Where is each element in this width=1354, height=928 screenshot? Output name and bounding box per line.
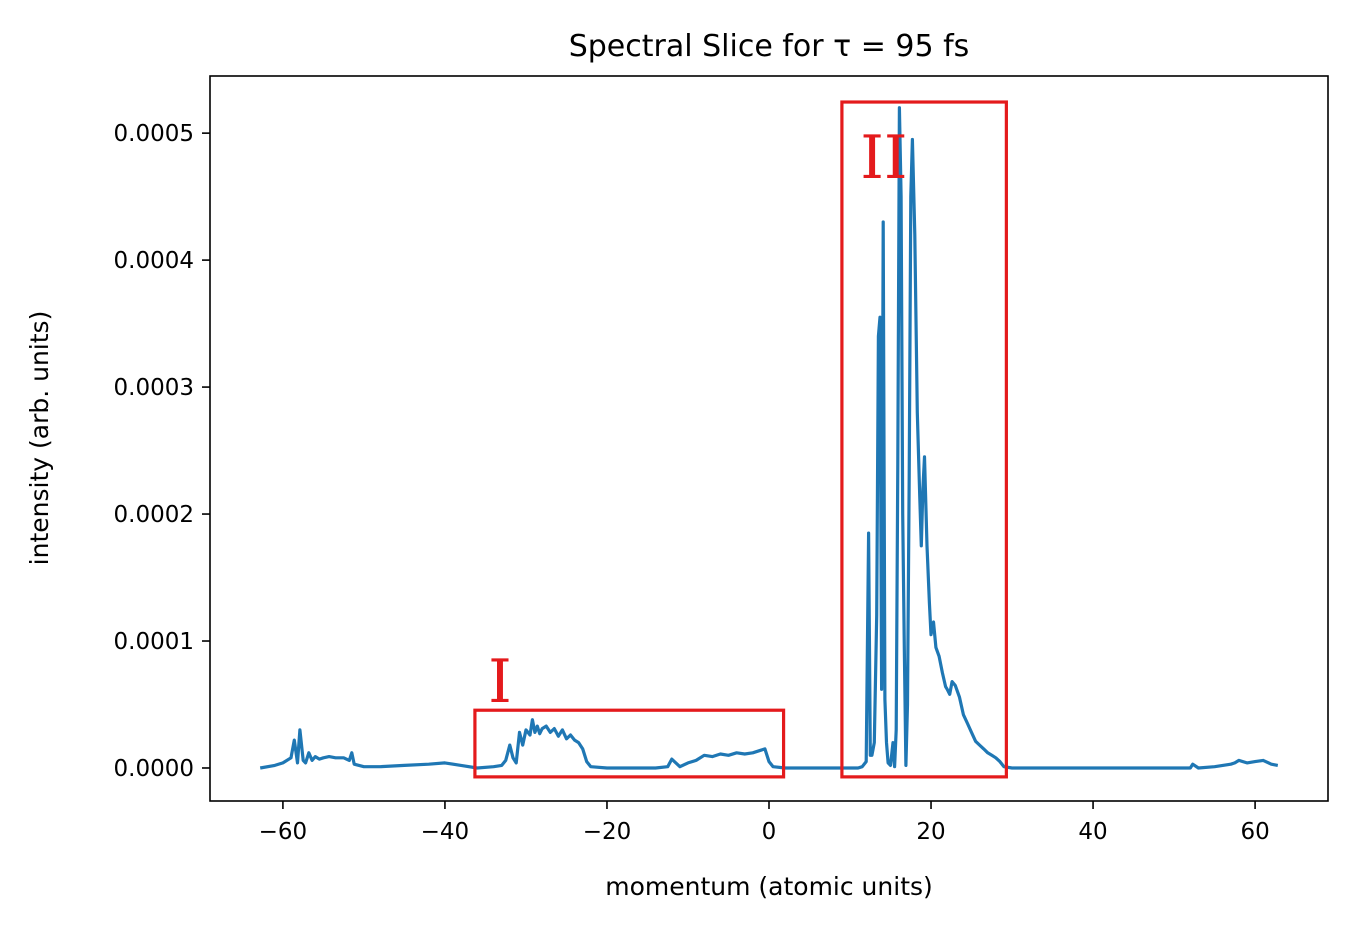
plot-area [259, 106, 1279, 770]
region-label-1: I [488, 647, 512, 717]
annotations: III [473, 100, 1008, 779]
region-label-2: II [860, 123, 907, 193]
y-tick-label: 0.0005 [114, 121, 194, 147]
x-tick-label: 0 [762, 819, 777, 845]
y-tick-label: 0.0003 [114, 375, 194, 401]
y-tick-label: 0.0004 [114, 248, 194, 274]
y-tick-label: 0.0000 [114, 756, 194, 782]
x-tick-label: −60 [259, 819, 308, 845]
chart-title: Spectral Slice for τ = 95 fs [569, 29, 970, 64]
y-tick-label: 0.0001 [114, 629, 194, 655]
x-tick-label: −20 [583, 819, 632, 845]
x-axis-label: momentum (atomic units) [605, 872, 933, 901]
y-tick-label: 0.0002 [114, 502, 194, 528]
region-box-2 [840, 100, 1008, 779]
x-tick-label: 40 [1078, 819, 1107, 845]
x-tick-label: 60 [1240, 819, 1269, 845]
region-box-1 [473, 708, 786, 779]
x-axis: −60 −40 −20 0 20 40 60 [259, 801, 1270, 845]
series-line-0 [259, 106, 1279, 770]
x-tick-label: −40 [421, 819, 470, 845]
y-axis: 0.0000 0.0001 0.0002 0.0003 0.0004 0.0005 [114, 121, 210, 782]
y-axis-label: intensity (arb. units) [25, 311, 54, 566]
x-tick-label: 20 [916, 819, 945, 845]
